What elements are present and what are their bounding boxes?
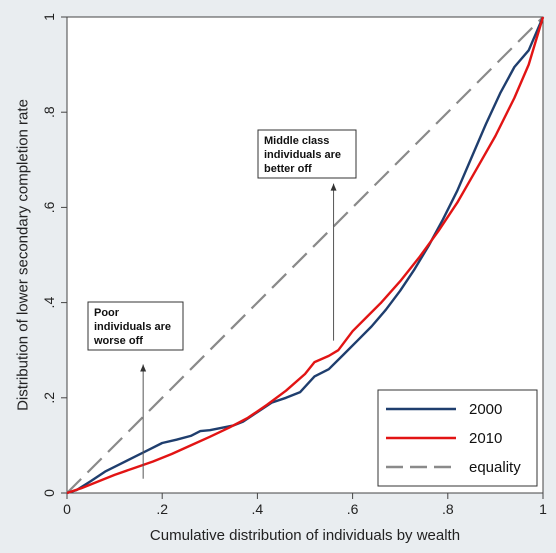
annotation-arrowhead-middle xyxy=(330,183,337,191)
x-tick-label: .2 xyxy=(156,501,168,517)
x-tick-label: .4 xyxy=(252,501,264,517)
series-line-2000 xyxy=(66,16,545,495)
y-tick-label: .2 xyxy=(41,392,57,404)
y-tick-label: .6 xyxy=(41,201,57,213)
annotation-text-poor: worse off xyxy=(93,335,143,347)
legend-label-equality: equality xyxy=(469,459,521,476)
x-tick-label: .8 xyxy=(442,501,454,517)
y-tick-label: .4 xyxy=(41,297,57,309)
x-tick-label: .6 xyxy=(347,501,359,517)
y-axis-title: Distribution of lower secondary completi… xyxy=(14,99,31,411)
series-line-equality xyxy=(66,16,544,494)
x-axis-title: Cumulative distribution of individuals b… xyxy=(150,527,460,544)
legend-box xyxy=(377,389,538,487)
annotation-text-middle: Middle class xyxy=(264,135,329,147)
annotation-text-middle: better off xyxy=(264,163,312,175)
legend-label-2010: 2010 xyxy=(469,430,502,447)
annotation-box-poor xyxy=(87,301,184,351)
annotation-text-poor: individuals are xyxy=(94,321,171,333)
x-tick-label: 0 xyxy=(63,501,71,517)
annotation-box-middle xyxy=(257,129,357,179)
y-tick-label: .8 xyxy=(41,106,57,118)
annotation-arrowhead-poor xyxy=(140,364,147,372)
y-tick-label: 1 xyxy=(41,13,57,21)
y-tick-label: 0 xyxy=(41,489,57,497)
annotation-text-middle: individuals are xyxy=(264,149,341,161)
series-line-2010 xyxy=(66,16,545,495)
legend-label-2000: 2000 xyxy=(469,401,502,418)
x-tick-label: 1 xyxy=(539,501,547,517)
annotation-text-poor: Poor xyxy=(94,307,120,319)
